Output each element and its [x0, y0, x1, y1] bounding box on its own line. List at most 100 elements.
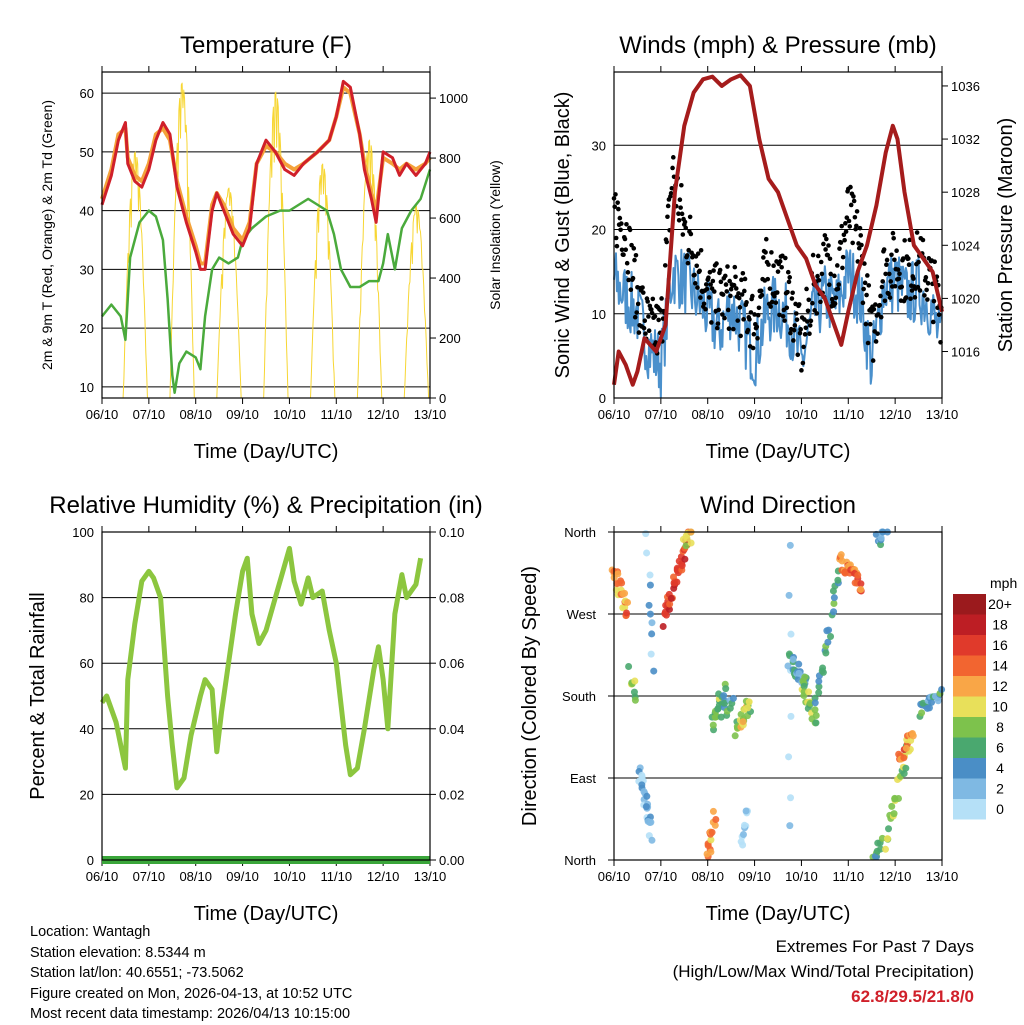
direction-point	[925, 704, 933, 712]
gust-point	[642, 318, 648, 324]
gust-point	[685, 260, 691, 266]
gust-point	[916, 259, 921, 265]
gust-point	[783, 255, 788, 261]
legend-label: 16	[992, 637, 1008, 653]
y-tick-label: 10	[592, 307, 606, 322]
gust-point	[792, 323, 798, 328]
gust-point	[722, 315, 727, 321]
gust-point	[870, 358, 876, 363]
gust-point	[815, 273, 820, 279]
legend-label: 18	[992, 617, 1008, 633]
direction-point	[885, 825, 893, 833]
gust-point	[814, 311, 820, 316]
gust-point	[837, 246, 842, 251]
gust-point	[616, 206, 621, 212]
gust-point	[650, 296, 656, 302]
direction-point	[614, 570, 622, 578]
gust-point	[740, 270, 746, 276]
gust-point	[801, 344, 806, 350]
panel-title: Temperature (F)	[180, 32, 352, 59]
direction-point	[789, 655, 797, 663]
x-tick-label: 13/10	[926, 407, 959, 422]
gust-point	[724, 289, 730, 294]
gust-point	[750, 293, 755, 299]
gust-point	[791, 327, 797, 333]
gust-point	[698, 247, 704, 253]
gust-point	[624, 260, 630, 266]
gust-point	[836, 282, 842, 287]
legend-swatch	[953, 614, 986, 635]
gust-point	[665, 214, 670, 220]
direction-point	[815, 689, 823, 697]
gust-point	[797, 330, 803, 336]
gust-point	[808, 318, 814, 324]
gust-point	[850, 240, 855, 246]
legend-label: 8	[996, 719, 1004, 735]
x-tick-label: 10/10	[273, 407, 306, 422]
gust-point	[679, 182, 684, 188]
x-tick-label: 06/10	[86, 869, 119, 884]
direction-point	[712, 816, 720, 824]
plot-frame	[613, 71, 943, 399]
gust-point	[630, 275, 636, 281]
direction-point	[806, 699, 814, 707]
direction-point	[812, 719, 820, 727]
direction-point	[744, 704, 752, 712]
gust-point	[714, 325, 720, 331]
gust-point	[867, 321, 873, 327]
gust-point	[643, 331, 648, 336]
gust-point	[799, 368, 804, 373]
gust-point	[802, 332, 808, 337]
legend-swatch	[953, 778, 986, 799]
gust-point	[728, 286, 734, 292]
gust-point	[763, 236, 769, 242]
direction-point	[834, 576, 842, 584]
direction-point	[815, 683, 823, 691]
gust-point	[908, 296, 913, 302]
gust-point	[736, 295, 742, 301]
y-tick-label: 30	[80, 262, 94, 277]
gust-point	[826, 282, 832, 287]
gust-point	[924, 287, 929, 293]
direction-point	[666, 600, 674, 608]
gust-point	[810, 252, 816, 258]
gust-point	[843, 221, 848, 226]
gust-point	[707, 269, 713, 275]
legend-label: 14	[992, 658, 1008, 674]
gust-point	[804, 286, 809, 292]
gust-point	[818, 299, 823, 305]
gust-point	[862, 261, 867, 266]
direction-point	[729, 694, 737, 702]
legend-swatch	[953, 737, 986, 758]
y-tick-label-right: 400	[439, 271, 461, 286]
direction-point	[785, 591, 793, 599]
y-tick-label-right: 1032	[951, 132, 980, 147]
direction-point	[786, 822, 794, 830]
direction-point	[878, 834, 886, 842]
gust-point	[618, 227, 623, 233]
y-tick-label-right: 0	[439, 391, 446, 406]
gust-point	[626, 277, 631, 283]
direction-point	[784, 662, 792, 670]
x-tick-label: 10/10	[785, 869, 818, 884]
plot-frame	[101, 531, 431, 861]
gust-point	[865, 340, 871, 346]
direction-point	[722, 685, 730, 693]
x-tick-label: 07/10	[645, 407, 678, 422]
gust-point	[804, 319, 810, 324]
gust-point	[771, 263, 776, 268]
gust-point	[752, 312, 757, 317]
x-tick-label: 06/10	[86, 407, 119, 422]
x-tick-label: 13/10	[926, 869, 959, 884]
direction-point	[857, 585, 865, 593]
gust-point	[891, 235, 896, 241]
gust-point	[925, 297, 930, 302]
gust-point	[806, 297, 812, 303]
panel-1: Temperature (F) Time (Day/UTC) 2m & 9m T (…	[39, 32, 503, 463]
gust-point	[920, 237, 926, 243]
gust-point	[847, 224, 853, 229]
y-tick-label: 20	[592, 223, 606, 238]
y-tick-label: 80	[80, 591, 94, 606]
gust-point	[640, 290, 646, 295]
gust-point	[664, 239, 670, 245]
